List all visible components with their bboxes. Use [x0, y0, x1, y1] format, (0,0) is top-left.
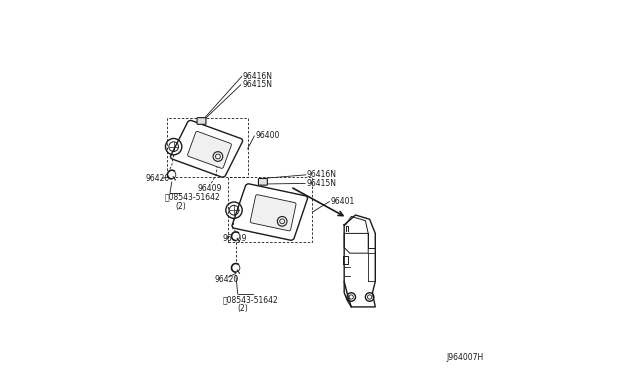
Text: Ⓝ08543-51642: Ⓝ08543-51642 [223, 295, 278, 304]
Text: 96415N: 96415N [307, 179, 337, 188]
Circle shape [232, 264, 240, 272]
PathPatch shape [188, 131, 232, 169]
Circle shape [168, 170, 176, 179]
Text: 96415N: 96415N [243, 80, 273, 89]
FancyBboxPatch shape [259, 179, 268, 185]
Text: Ⓝ08543-51642: Ⓝ08543-51642 [164, 192, 220, 201]
FancyBboxPatch shape [197, 118, 206, 124]
Text: (2): (2) [175, 202, 186, 211]
Circle shape [232, 232, 240, 240]
Text: 96401: 96401 [330, 197, 355, 206]
Text: 96400: 96400 [255, 131, 280, 141]
Text: 96420: 96420 [214, 275, 239, 283]
Text: J964007H: J964007H [447, 353, 484, 362]
PathPatch shape [250, 195, 296, 231]
Text: 96416N: 96416N [307, 170, 337, 179]
Text: 96420: 96420 [145, 174, 169, 183]
PathPatch shape [170, 121, 243, 177]
Text: 96416N: 96416N [243, 72, 273, 81]
PathPatch shape [232, 184, 308, 240]
Text: 96409: 96409 [198, 184, 222, 193]
Text: (2): (2) [237, 304, 248, 313]
Text: 96409: 96409 [223, 234, 247, 243]
